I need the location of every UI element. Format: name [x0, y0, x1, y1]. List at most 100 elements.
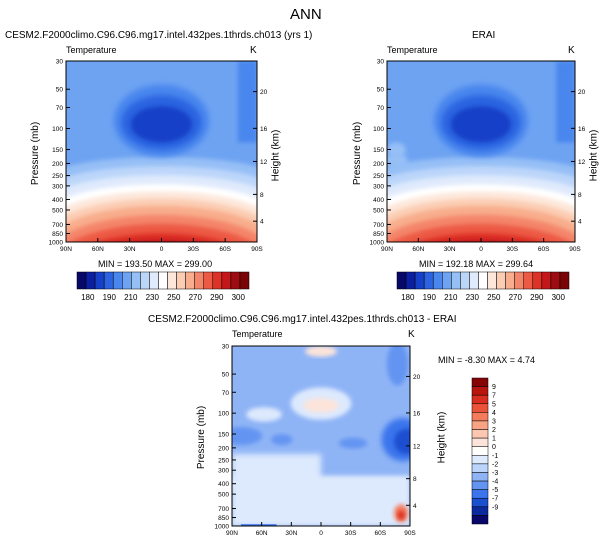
colorbar3-label: 7 — [492, 393, 496, 400]
y-tick-label: 1000 — [49, 240, 64, 247]
colorbar1-swatch — [194, 271, 204, 290]
height-tick-label: 4 — [413, 503, 417, 510]
x-tick-label: 60N — [92, 246, 104, 253]
colorbar2-swatch — [541, 271, 552, 290]
colorbar1-swatch — [203, 271, 214, 290]
diff-cold-top — [386, 346, 409, 386]
colorbar1-swatch — [76, 271, 87, 290]
x-tick-label: 90S — [404, 530, 416, 537]
y-tick-label: 850 — [52, 231, 63, 238]
panel3-stats: MIN = -8.30 MAX = 4.74 — [438, 355, 536, 365]
colorbar2-label: 230 — [466, 293, 480, 302]
height-tick-label: 20 — [260, 89, 268, 96]
colorbar2-swatch — [414, 271, 425, 290]
diff-surface-strip — [240, 524, 277, 526]
colorbar2-label: 290 — [530, 293, 544, 302]
colorbar2-swatch — [478, 271, 488, 290]
y-tick-label: 1000 — [370, 240, 385, 247]
x-tick-label: 90S — [251, 246, 263, 253]
colorbar1-swatch — [122, 271, 132, 290]
colorbar3-label: 1 — [492, 436, 496, 443]
x-tick-label: 90N — [226, 530, 238, 537]
y-tick-label: 700 — [52, 222, 63, 229]
colorbar2-swatch — [514, 271, 524, 290]
colorbar2-label: 270 — [509, 293, 523, 302]
figure-title: ANN — [290, 6, 322, 23]
y-tick-label: 400 — [373, 197, 384, 204]
colorbar3-label: -5 — [492, 487, 498, 494]
cold-region-core — [450, 106, 512, 143]
diff-cool — [338, 437, 368, 449]
height-tick-label: 20 — [578, 89, 586, 96]
y-tick-label: 70 — [222, 390, 230, 397]
colorbar1-swatch — [85, 271, 96, 290]
y-tick-label: 200 — [373, 161, 384, 168]
y-tick-label: 250 — [373, 173, 384, 180]
colorbar1-label: 300 — [232, 293, 246, 302]
x-tick-label: 0 — [160, 246, 164, 253]
colorbar3-label: 2 — [492, 427, 496, 434]
y-tick-label: 500 — [373, 207, 384, 214]
y-tick-label: 850 — [373, 231, 384, 238]
colorbar2-swatch — [550, 271, 561, 290]
colorbar1-label: 210 — [124, 293, 138, 302]
x-tick-label: 90N — [60, 246, 72, 253]
colorbar1-label: 180 — [81, 293, 95, 302]
colorbar3-swatch — [471, 412, 489, 422]
y-tick-label: 50 — [377, 87, 385, 94]
colorbar3-swatch — [471, 497, 489, 508]
colorbar3-label: 4 — [492, 410, 496, 417]
y-tick-label: 70 — [377, 105, 385, 112]
panel3-title: CESM2.F2000climo.C96.C96.mg17.intel.432p… — [148, 314, 457, 325]
colorbar1-swatch — [239, 271, 250, 290]
y-tick-label: 70 — [56, 105, 64, 112]
diff-hot-core — [397, 510, 405, 520]
colorbar3-swatch — [471, 455, 489, 465]
colorbar2-swatch — [405, 271, 416, 290]
y-tick-label: 400 — [218, 481, 229, 488]
colorbar3-swatch — [471, 386, 489, 396]
warm-patch — [387, 153, 408, 168]
height-tick-label: 16 — [578, 126, 586, 133]
diff-lower — [232, 454, 321, 490]
y-tick-label: 300 — [218, 468, 229, 475]
height-tick-label: 8 — [413, 476, 417, 483]
y-tick-label: 700 — [218, 506, 229, 513]
colorbar2-label: 250 — [487, 293, 501, 302]
colorbar1-swatch — [94, 271, 105, 290]
colorbar2-label: 210 — [444, 293, 458, 302]
panel2-stats: MIN = 192.18 MAX = 299.64 — [419, 259, 534, 269]
colorbar2-swatch — [396, 271, 407, 290]
y-tick-label: 250 — [218, 457, 229, 464]
colorbar2-swatch — [559, 271, 570, 290]
diff-cold-core — [393, 428, 410, 454]
colorbar3-label: -2 — [492, 461, 498, 468]
y-tick-label: 100 — [52, 126, 63, 133]
polar-column — [237, 61, 257, 143]
panel1-title: CESM2.F2000climo.C96.C96.mg17.intel.432p… — [5, 30, 313, 41]
colorbar1-label: 270 — [189, 293, 203, 302]
panel1-stats: MIN = 193.50 MAX = 299.00 — [98, 259, 213, 269]
diff-warm — [303, 398, 339, 413]
y-tick-label: 300 — [52, 183, 63, 190]
colorbar2-swatch — [432, 271, 443, 290]
colorbar2-label: 190 — [423, 293, 437, 302]
x-tick-label: 30S — [507, 246, 519, 253]
x-tick-label: 30N — [124, 246, 136, 253]
colorbar3-label: -4 — [492, 479, 498, 486]
colorbar2-swatch — [487, 271, 497, 290]
panel1-units: K — [250, 45, 257, 56]
colorbar3-swatch — [471, 377, 489, 387]
height-tick-label: 20 — [413, 374, 421, 381]
warm-patch — [387, 142, 406, 157]
y-tick-label: 200 — [218, 445, 229, 452]
colorbar1-swatch — [158, 271, 168, 290]
colorbar1-swatch — [112, 271, 123, 290]
y-tick-label: 300 — [373, 183, 384, 190]
x-tick-label: 60S — [538, 246, 550, 253]
colorbar1-swatch — [131, 271, 141, 290]
panel2-title: ERAI — [472, 30, 496, 41]
colorbar3-swatch — [471, 429, 489, 439]
y-tick-label: 200 — [52, 161, 63, 168]
y-tick-label: 400 — [52, 197, 63, 204]
